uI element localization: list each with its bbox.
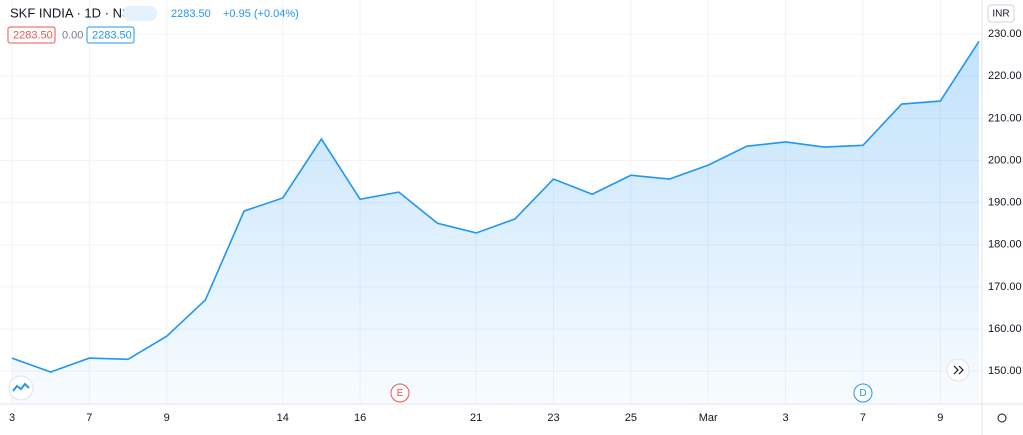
y-tick-label: 220.00 [988, 70, 1022, 82]
y-tick-label: 150.00 [988, 365, 1022, 377]
scroll-icon [953, 365, 964, 375]
y-tick-label: 230.00 [988, 28, 1022, 40]
x-tick-label: 3 [9, 412, 15, 424]
box-frame [86, 26, 135, 44]
x-tick-label: 14 [277, 412, 289, 424]
event-marker[interactable] [390, 383, 410, 403]
price-change: +0.95 (+0.04%) [223, 8, 299, 20]
x-tick-label: 25 [625, 412, 637, 424]
box-value: 2283.50 [13, 29, 53, 41]
box-value: 2283.50 [92, 29, 132, 41]
x-tick-label: 9 [164, 412, 170, 424]
currency-box[interactable] [987, 4, 1015, 23]
area-fill [12, 41, 979, 405]
x-tick-label: Mar [699, 412, 718, 424]
event-marker[interactable] [853, 383, 873, 403]
y-tick-label: 170.00 [988, 281, 1022, 293]
event-label: D [859, 388, 866, 399]
box-frame [7, 26, 56, 44]
x-tick-label: 23 [547, 412, 559, 424]
box-value: 0.00 [62, 29, 83, 41]
y-tick-label: 190.00 [988, 197, 1022, 209]
x-tick-label: 21 [470, 412, 482, 424]
price-line [11, 40, 980, 373]
y-tick-label: 160.00 [988, 323, 1022, 335]
x-tick-label: 16 [354, 412, 366, 424]
y-tick-label: 180.00 [988, 239, 1022, 251]
y-tick-label: 200.00 [988, 154, 1022, 166]
y-tick-label: 210.00 [988, 112, 1022, 124]
event-label: E [397, 388, 404, 399]
x-tick-label: 7 [860, 412, 866, 424]
last-price: 2283.50 [171, 8, 211, 20]
x-tick-label: 9 [937, 412, 943, 424]
chart-title: SKF INDIA · 1D · NSE [10, 5, 140, 20]
currency: INR [992, 9, 1009, 20]
toggle-icon[interactable] [123, 6, 157, 21]
logo-icon [12, 382, 30, 392]
x-tick-label: 7 [86, 412, 92, 424]
x-tick-label: 3 [783, 412, 789, 424]
settings-icon[interactable] [997, 413, 1007, 423]
